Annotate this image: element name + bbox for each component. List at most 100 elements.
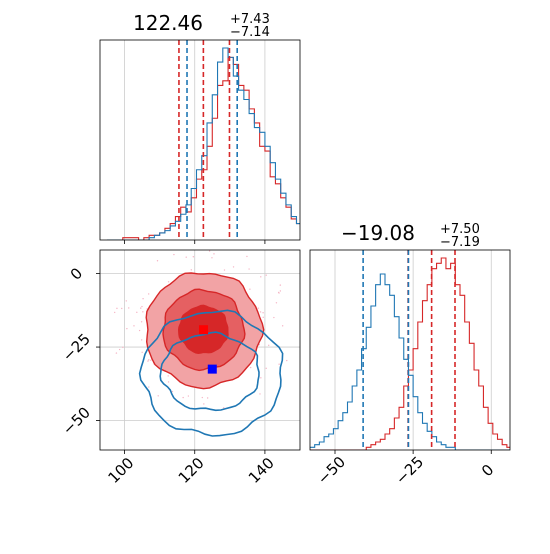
x-marginal-title-sup: +7.43 <box>230 12 270 27</box>
2d-y-tick-label: −25 <box>59 330 94 365</box>
2d-sample-dot <box>141 351 143 353</box>
x-marginal-group: 122.46 +7.43−7.14 <box>107 11 300 240</box>
2d-group <box>100 247 300 450</box>
2d-sample-dot <box>262 316 264 319</box>
2d-sample-dot <box>208 250 211 252</box>
2d-sample-dot <box>278 363 280 365</box>
y-marginal-title-sub: −7.19 <box>440 235 480 250</box>
2d-sample-dot <box>140 339 143 341</box>
2d-x-tick-label: 140 <box>245 454 278 487</box>
2d-sample-dot <box>141 305 143 308</box>
2d-sample-dot <box>140 321 143 323</box>
2d-blue-contour <box>138 309 284 437</box>
2d-sample-dot <box>125 300 127 302</box>
2d-sample-dot <box>148 359 150 361</box>
2d-sample-dot <box>187 395 190 397</box>
2d-sample-dot <box>133 325 135 327</box>
2d-sample-dot <box>260 377 262 379</box>
2d-sample-dot <box>273 316 275 319</box>
y-marginal-tick-label: −25 <box>392 453 427 488</box>
y-marginal-hist-red <box>310 257 510 450</box>
2d-sample-dot <box>249 366 252 369</box>
x-marginal-hist-red <box>107 56 300 240</box>
2d-sample-dot <box>157 395 159 397</box>
2d-sample-dot <box>122 346 124 349</box>
2d-sample-dot <box>249 288 251 290</box>
x-marginal-hist-blue <box>107 47 300 240</box>
2d-sample-dot <box>167 381 170 383</box>
2d-sample-dot <box>148 386 150 388</box>
2d-sample-dot <box>140 307 142 309</box>
2d-marker-marker_blue <box>207 364 217 374</box>
y-marginal-title-main: −19.08 <box>341 221 415 245</box>
2d-sample-dot <box>206 397 209 399</box>
2d-sample-dot <box>142 311 144 313</box>
2d-sample-dot <box>223 407 225 409</box>
y-marginal-frame <box>309 249 511 451</box>
2d-sample-dot <box>147 360 149 362</box>
2d-sample-dot <box>173 253 175 256</box>
2d-sample-dot <box>275 302 278 304</box>
2d-sample-dot <box>190 269 192 271</box>
2d-sample-dot <box>259 393 261 395</box>
2d-y-tick-label: −50 <box>59 403 94 438</box>
2d-x-tick-label: 120 <box>175 454 208 487</box>
2d-sample-dot <box>246 255 248 258</box>
2d-y-tick-label: 0 <box>67 264 86 283</box>
2d-sample-dot <box>279 290 282 292</box>
y-marginal-title-sup: +7.50 <box>440 222 480 237</box>
2d-sample-dot <box>116 307 118 310</box>
2d-sample-dot <box>121 307 123 310</box>
2d-sample-dot <box>167 281 170 283</box>
2d-frame <box>99 249 301 451</box>
2d-marker-marker_red <box>199 325 209 335</box>
2d-sample-dot <box>193 247 194 248</box>
2d-sample-dot <box>265 274 267 276</box>
2d-sample-dot <box>128 307 130 309</box>
2d-sample-dot <box>171 390 174 393</box>
2d-content <box>114 247 288 437</box>
2d-sample-dot <box>262 312 264 314</box>
2d-x-tick-label: 100 <box>105 454 138 487</box>
y-marginal-tick-label: −50 <box>314 453 349 488</box>
2d-sample-dot <box>259 311 262 313</box>
2d-sample-dot <box>268 344 270 347</box>
2d-sample-dot <box>150 359 152 362</box>
2d-blue-contour <box>159 331 260 412</box>
2d-sample-dot <box>286 359 288 362</box>
2d-sample-dot <box>211 257 213 259</box>
y-marginal-hist-blue <box>310 273 510 450</box>
2d-sample-dot <box>257 307 260 309</box>
2d-sample-dot <box>260 276 262 278</box>
2d-sample-dot <box>265 367 267 369</box>
2d-sample-dot <box>118 348 121 351</box>
2d-sample-dot <box>156 260 159 262</box>
2d-sample-dot <box>279 284 282 286</box>
y-marginal-group: −19.08 +7.50−7.19 <box>310 221 510 450</box>
2d-sample-dot <box>248 268 250 270</box>
x-marginal-frame <box>99 39 301 241</box>
2d-sample-dot <box>115 352 118 354</box>
2d-sample-dot <box>185 256 187 258</box>
2d-sample-dot <box>114 311 116 314</box>
2d-sample-dot <box>182 396 184 399</box>
2d-sample-dot <box>223 269 226 271</box>
2d-sample-dot <box>232 266 235 268</box>
2d-sample-dot <box>203 403 205 405</box>
2d-sample-dot <box>278 292 280 294</box>
2d-sample-dot <box>167 375 169 377</box>
2d-sample-dot <box>126 327 128 330</box>
2d-sample-dot <box>213 253 215 255</box>
2d-sample-dot <box>138 329 141 332</box>
2d-sample-dot <box>147 293 150 295</box>
2d-sample-dot <box>281 325 284 327</box>
2d-sample-dot <box>192 256 195 258</box>
2d-sample-dot <box>201 396 204 399</box>
x-marginal-title-sub: −7.14 <box>230 25 270 40</box>
x-marginal-title-main: 122.46 <box>133 11 203 35</box>
2d-sample-dot <box>142 298 144 300</box>
2d-sample-dot <box>136 311 138 314</box>
y-marginal-tick-label: 0 <box>478 461 497 480</box>
